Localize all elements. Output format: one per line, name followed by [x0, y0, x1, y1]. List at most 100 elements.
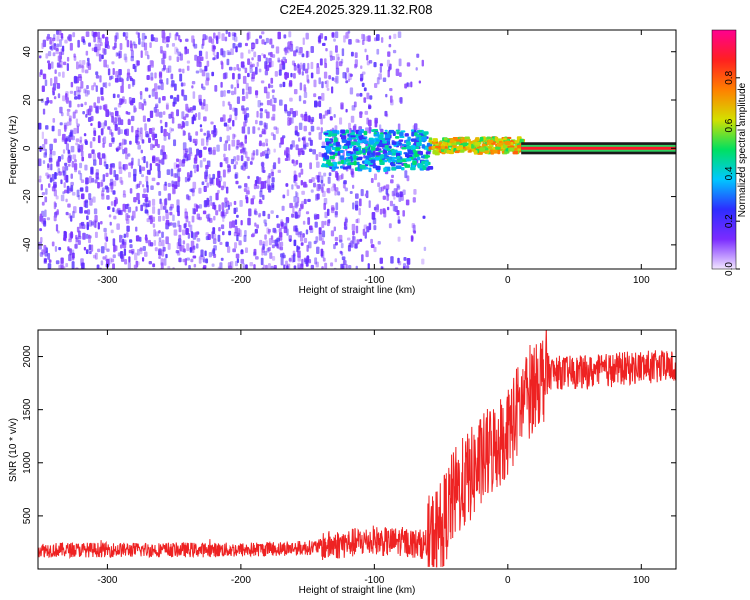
heatmap-cell [80, 80, 84, 89]
heatmap-cell [216, 144, 220, 152]
heatmap-cell [185, 38, 189, 42]
heatmap-cell [474, 142, 481, 146]
heatmap-cell [305, 32, 309, 40]
heatmap-cell [110, 201, 114, 206]
heatmap-cell [390, 179, 394, 184]
heatmap-cell [250, 73, 254, 80]
heatmap-cell [41, 219, 44, 224]
heatmap-cell [395, 129, 400, 132]
heatmap-cell [324, 80, 327, 85]
heatmap-cell [265, 240, 268, 247]
heatmap-cell [58, 247, 62, 251]
heatmap-cell [516, 144, 522, 149]
heatmap-cell [151, 127, 155, 131]
heatmap-cell [148, 137, 151, 143]
heatmap-cell [139, 93, 143, 100]
heatmap-cell [364, 159, 369, 165]
x-tick-label: 0 [505, 275, 511, 286]
heatmap-cell [259, 134, 263, 138]
heatmap-cell [201, 69, 206, 77]
heatmap-cell [397, 219, 401, 224]
heatmap-cell [125, 36, 128, 41]
heatmap-cell [378, 73, 382, 80]
heatmap-cell [288, 31, 292, 38]
heatmap-cell [263, 122, 267, 128]
heatmap-cell [86, 84, 89, 90]
heatmap-cell [428, 140, 433, 143]
heatmap-cell [388, 66, 391, 72]
heatmap-cell [298, 162, 303, 168]
heatmap-cell [266, 147, 270, 151]
heatmap-cell [359, 92, 363, 97]
heatmap-cell [479, 147, 486, 152]
heatmap-cell [320, 175, 324, 184]
heatmap-cell [373, 206, 377, 211]
x-tick-label: -300 [97, 275, 117, 286]
heatmap-cell [358, 198, 362, 207]
heatmap-cell [298, 137, 301, 142]
heatmap-cell [145, 131, 149, 138]
heatmap-cell [298, 95, 302, 102]
heatmap-cell [213, 125, 216, 133]
heatmap-cell [126, 225, 130, 232]
heatmap-cell [52, 117, 56, 123]
heatmap-cell [257, 99, 261, 108]
heatmap-cell [211, 71, 215, 77]
heatmap-cell [323, 202, 326, 210]
heatmap-cell [255, 94, 258, 99]
heatmap-cell [161, 30, 165, 39]
heatmap-cell [47, 252, 51, 260]
heatmap-cell [333, 138, 338, 143]
heatmap-cell [330, 205, 335, 214]
heatmap-cell [128, 249, 133, 254]
heatmap-cell [383, 209, 387, 218]
heatmap-cell [308, 137, 312, 142]
heatmap-cell [41, 192, 46, 196]
heatmap-cell [222, 231, 225, 236]
heatmap-cell [80, 150, 84, 157]
heatmap-cell [75, 138, 80, 142]
heatmap-cell [361, 39, 365, 45]
heatmap-cell [98, 157, 103, 166]
heatmap-cell [413, 123, 418, 130]
heatmap-cell [250, 77, 255, 82]
heatmap-cell [155, 231, 160, 237]
heatmap-cell [219, 162, 223, 168]
heatmap-cell [418, 80, 422, 84]
heatmap-cell [368, 119, 372, 127]
heatmap-cell [353, 101, 357, 108]
heatmap-cell [308, 131, 312, 136]
heatmap-cell [285, 217, 290, 222]
heatmap-cell [293, 160, 297, 167]
heatmap-cell [117, 74, 121, 82]
heatmap-cell [345, 80, 349, 84]
heatmap-cell [53, 76, 58, 85]
heatmap-cell [322, 153, 326, 157]
heatmap-cell [212, 146, 216, 155]
heatmap-cell [109, 178, 114, 186]
heatmap-cell [375, 34, 380, 41]
heatmap-cell [70, 173, 73, 179]
heatmap-cell [289, 80, 293, 87]
heatmap-cell [80, 221, 85, 226]
heatmap-cell [58, 171, 62, 176]
heatmap-cell [503, 144, 508, 149]
heatmap-cell [158, 256, 161, 260]
heatmap-cell [206, 136, 209, 140]
heatmap-cell [319, 33, 324, 39]
heatmap-cell [406, 258, 411, 265]
heatmap-cell [202, 157, 207, 162]
heatmap-cell [56, 209, 59, 215]
heatmap-cell [340, 135, 347, 140]
heatmap-cell [195, 231, 198, 238]
heatmap-cell [431, 145, 437, 150]
heatmap-cell [231, 139, 236, 147]
heatmap-cell [70, 215, 73, 222]
heatmap-cell [182, 258, 186, 263]
heatmap-cell [313, 213, 318, 220]
heatmap-cell [416, 53, 420, 58]
heatmap-cell [166, 36, 170, 43]
heatmap-cell [272, 227, 277, 233]
heatmap-cell [137, 144, 142, 150]
heatmap-cell [334, 236, 338, 242]
